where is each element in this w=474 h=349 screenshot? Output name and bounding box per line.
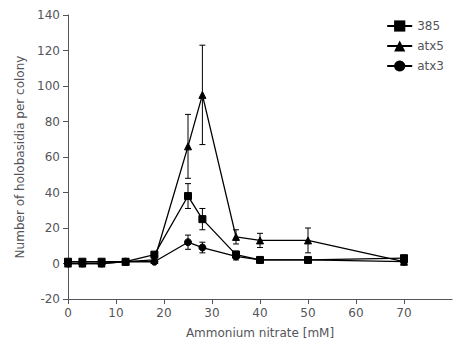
svg-text:385: 385 xyxy=(417,19,440,33)
svg-text:-20: -20 xyxy=(40,292,60,306)
svg-text:60: 60 xyxy=(348,306,363,320)
svg-text:atx3: atx3 xyxy=(417,59,444,73)
svg-text:10: 10 xyxy=(108,306,123,320)
svg-text:50: 50 xyxy=(300,306,315,320)
svg-text:140: 140 xyxy=(37,8,60,22)
svg-text:0: 0 xyxy=(52,257,60,271)
svg-text:Ammonium nitrate [mM]: Ammonium nitrate [mM] xyxy=(186,326,334,340)
svg-text:20: 20 xyxy=(45,221,60,235)
svg-text:40: 40 xyxy=(252,306,267,320)
svg-text:Number of holobasidia per colo: Number of holobasidia per colony xyxy=(13,56,27,259)
svg-text:60: 60 xyxy=(45,150,60,164)
svg-text:20: 20 xyxy=(156,306,171,320)
svg-text:120: 120 xyxy=(37,44,60,58)
svg-text:30: 30 xyxy=(204,306,219,320)
svg-text:40: 40 xyxy=(45,186,60,200)
svg-text:70: 70 xyxy=(396,306,411,320)
svg-text:0: 0 xyxy=(64,306,72,320)
svg-text:atx5: atx5 xyxy=(417,39,444,53)
svg-text:80: 80 xyxy=(45,115,60,129)
svg-text:100: 100 xyxy=(37,79,60,93)
